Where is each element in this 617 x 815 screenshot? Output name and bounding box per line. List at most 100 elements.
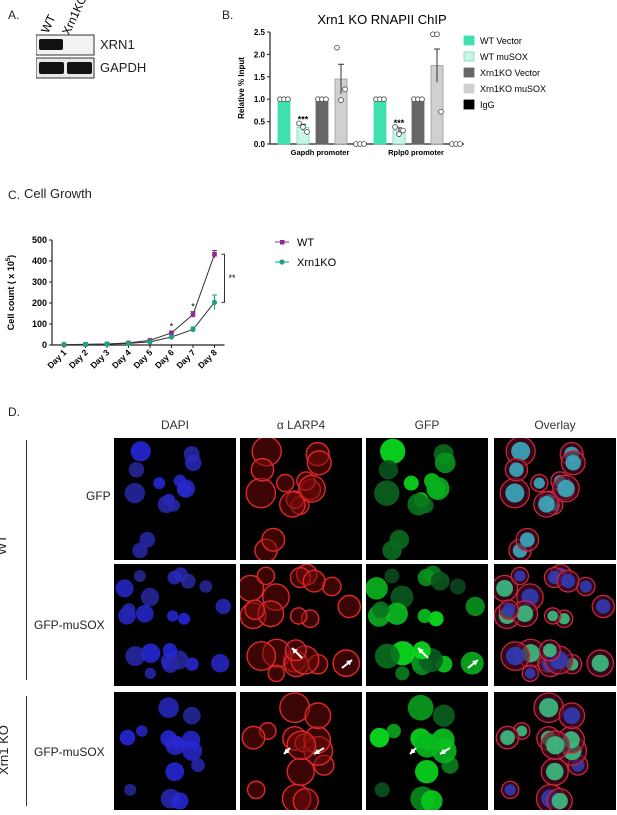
chip-legend-swatch: [463, 99, 475, 110]
micrograph-image: [124, 441, 202, 559]
panel-c-letter: C.: [8, 188, 20, 202]
gfp-cell: [417, 608, 432, 624]
band-label-xrn1: XRN1: [100, 37, 135, 52]
arrow-head-icon: [346, 660, 352, 666]
micrograph-overlay-row-3: [494, 692, 616, 810]
gfp-cell: [426, 477, 450, 501]
cell-outline: [302, 569, 326, 593]
growth-x-tick-label: Day 8: [196, 347, 219, 370]
gfp-cell: [415, 759, 439, 784]
overlay-nucleus: [539, 698, 559, 718]
growth-point: [61, 341, 67, 348]
micrograph-gfp-row-1: [366, 438, 488, 560]
chip-bar: [411, 98, 425, 145]
overlay-nucleus: [591, 654, 609, 672]
chip-data-point: [419, 96, 425, 102]
chip-legend-label: Xrn1KO muSOX: [480, 84, 546, 94]
growth-point: [168, 334, 175, 340]
micrograph-image: [245, 438, 332, 560]
growth-x-tick-label: Day 3: [88, 347, 111, 370]
cell-outline: [246, 641, 277, 672]
column-header-larp4: α LARP4: [276, 418, 326, 432]
growth-point: [104, 341, 110, 347]
chip-significance: ***: [394, 118, 405, 128]
gfp-cell: [395, 666, 410, 681]
column-header-dapi: DAPI: [160, 418, 189, 432]
overlay-nucleus: [538, 496, 555, 513]
chip-data-point: [342, 86, 348, 93]
overlay-nucleus: [505, 646, 525, 666]
cell-outline: [241, 725, 266, 750]
chip-y-tick-label: 0.0: [254, 140, 266, 149]
nucleus: [158, 697, 179, 718]
growth-y-axis-label: Cell count ( x 105): [6, 255, 16, 330]
growth-x-tick-label: Day 4: [110, 347, 133, 370]
nucleus: [157, 495, 176, 514]
western-blot: WT Xrn1KO: [35, 0, 166, 82]
chip-bar: [277, 98, 291, 145]
overlay-nucleus: [504, 784, 516, 796]
gfp-cell: [460, 651, 484, 675]
overlay-nucleus: [511, 441, 531, 461]
chip-data-point: [396, 131, 402, 137]
growth-point: [190, 326, 196, 333]
micrograph-dapi-row-3: [114, 692, 236, 810]
micrograph-overlay-row-2: [494, 564, 616, 686]
micrograph-image: [495, 692, 589, 810]
chip-data-point: [392, 124, 398, 130]
micrograph-dapi-row-2: [114, 564, 236, 686]
gfp-cell: [407, 493, 430, 516]
row-label-gfp: GFP: [86, 489, 111, 503]
chip-x-tick-label: Gapdh promoter: [291, 148, 350, 157]
nucleus: [139, 531, 156, 548]
group-label-wt: WT: [0, 534, 9, 556]
arrow-head-icon: [284, 748, 290, 754]
nucleus: [199, 580, 213, 593]
cell-outline: [279, 490, 306, 518]
nucleus: [122, 602, 136, 617]
micrograph-image: [374, 438, 456, 560]
nucleus: [211, 654, 230, 673]
chip-legend-label: IgG: [480, 100, 495, 110]
chip-data-point: [338, 97, 344, 103]
gfp-cell: [403, 475, 419, 491]
cell-outline: [292, 787, 319, 810]
overlay-nucleus: [561, 574, 576, 589]
overlay-nucleus: [546, 736, 565, 755]
growth-significance: *: [191, 302, 195, 312]
chip-y-tick-label: 2.5: [254, 28, 266, 37]
nucleus: [165, 735, 186, 756]
nucleus: [130, 441, 151, 462]
cell-outline: [289, 607, 308, 625]
nucleus: [162, 643, 178, 658]
nucleus: [178, 612, 191, 625]
overlay-nucleus: [547, 610, 558, 622]
growth-y-tick-label: 400: [32, 256, 47, 266]
nucleus: [167, 570, 182, 585]
growth-bracket-label: **: [229, 273, 237, 283]
overlay-nucleus: [519, 532, 535, 548]
nucleus: [133, 569, 146, 582]
gfp-cell: [432, 704, 455, 727]
row-label-gfp-musox-ko: GFP-muSOX: [34, 745, 105, 759]
arrow-head-icon: [472, 660, 478, 666]
overlay-nucleus: [516, 725, 528, 737]
cell-outline: [267, 664, 286, 683]
arrow-head-icon: [418, 648, 424, 654]
arrow-head-icon: [292, 648, 298, 654]
cell-outline: [286, 757, 315, 786]
nucleus: [167, 610, 179, 622]
overlay-nucleus: [514, 570, 526, 582]
chip-bar: [373, 98, 387, 145]
chip-legend-swatch: [463, 35, 475, 46]
chip-data-point: [300, 124, 306, 130]
growth-significance: *: [170, 322, 174, 332]
row-label-gfp-musox-wt: GFP-muSOX: [34, 618, 105, 632]
overlay-nucleus: [502, 603, 516, 616]
nucleus: [140, 587, 160, 607]
nucleus: [124, 482, 145, 504]
cell-outline: [304, 702, 332, 730]
nucleus: [182, 706, 201, 725]
gfp-cell: [417, 568, 436, 587]
chip-y-tick-label: 1.0: [254, 95, 266, 104]
